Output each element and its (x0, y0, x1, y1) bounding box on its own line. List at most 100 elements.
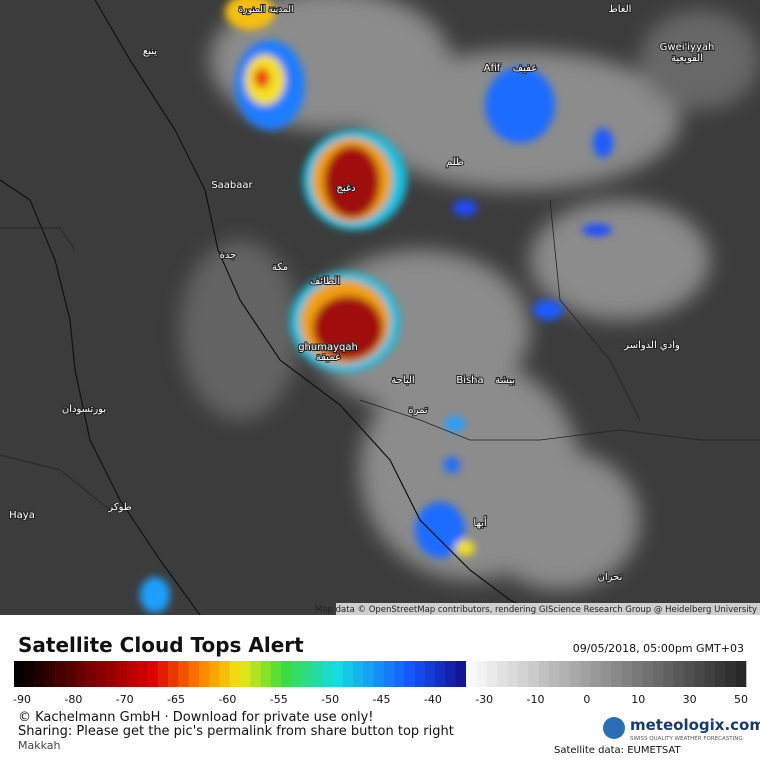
place-label: الغاط (609, 4, 632, 15)
colorbar-tick-label: -50 (321, 693, 339, 706)
title: Satellite Cloud Tops Alert (18, 633, 304, 657)
colorbar-swatch (642, 661, 653, 687)
colorbar-swatch (137, 661, 148, 687)
sharing-note: Sharing: Please get the pic's permalink … (18, 724, 454, 739)
colorbar-swatch (652, 661, 664, 687)
colorbar-swatch (497, 661, 508, 687)
colorbar-swatch (85, 661, 97, 687)
colorbar-swatch (517, 661, 529, 687)
place-label: نجران (598, 572, 623, 583)
colorbar-swatch (559, 661, 571, 687)
colorbar-tick-label: 0 (583, 693, 590, 706)
colorbar-swatch (65, 661, 76, 687)
colorbar-swatch (404, 661, 415, 687)
place-label: ghumayqah (298, 342, 358, 353)
colorbar-swatch (725, 661, 736, 687)
colorbar-swatch (621, 661, 633, 687)
colorbar-swatch (229, 661, 241, 687)
colorbar-swatch (147, 661, 159, 687)
place-label: ظلم (446, 157, 464, 168)
colorbar-swatch (486, 661, 498, 687)
colorbar: -90 -80 -70 -65 -60 -55 -50 -45 -40 -30 -10 0 10 30 50 (13, 661, 748, 706)
colorbar-swatch (168, 661, 179, 687)
colorbar-swatch (240, 661, 251, 687)
colorbar-swatch (569, 661, 581, 687)
colorbar-swatch (663, 661, 674, 687)
colorbar-swatch (270, 661, 282, 687)
colorbar-swatch (600, 661, 612, 687)
colorbar-swatch (209, 661, 220, 687)
colorbar-swatch (198, 661, 210, 687)
colorbar-swatch (219, 661, 231, 687)
colorbar-swatch (548, 661, 560, 687)
colorbar-swatch (631, 661, 643, 687)
region: Makkah (18, 739, 61, 752)
colorbar-swatch (178, 661, 189, 687)
colorbar-tick-label: 10 (631, 693, 645, 706)
colorbar-tick-label: -65 (167, 693, 185, 706)
colorbar-swatch (466, 661, 477, 687)
colorbar-swatch (363, 661, 374, 687)
colorbar-swatch (590, 661, 602, 687)
colorbar-swatch (611, 661, 622, 687)
place-label: أبها (473, 516, 486, 529)
place-label: وادي الدواسر (623, 340, 680, 351)
colorbar-swatch (116, 661, 128, 687)
colorbar-swatch (44, 661, 56, 687)
colorbar-swatch (250, 661, 261, 687)
colorbar-swatch (75, 661, 87, 687)
colorbar-swatch (260, 661, 272, 687)
place-label: ينبع (143, 46, 157, 57)
colorbar-tick-label: -30 (475, 693, 493, 706)
place-label: القويعية (671, 53, 703, 64)
satellite-map: المدينة المنورة ينبع Saabaar جدة مكة الط… (0, 0, 760, 616)
colorbar-tick-label: -55 (270, 693, 288, 706)
colorbar-swatch (188, 661, 200, 687)
colorbar-swatch (281, 661, 292, 687)
place-label: Gwei'iyyah (660, 42, 715, 53)
place-label: غميقة (316, 352, 340, 363)
colorbar-swatch (14, 661, 25, 687)
brand-logo (603, 717, 625, 739)
attribution: Map data © OpenStreetMap contributors, r… (315, 605, 757, 615)
colorbar-swatch (683, 661, 695, 687)
colorbar-swatch (507, 661, 519, 687)
data-source: Satellite data: EUMETSAT (554, 745, 681, 756)
colorbar-tick-label: -90 (13, 693, 31, 706)
place-label: المدينة المنورة (239, 5, 294, 15)
place-label: جدة (220, 250, 237, 261)
colorbar-swatch (694, 661, 705, 687)
place-label: الباحة (391, 375, 414, 386)
colorbar-swatch (322, 661, 333, 687)
copyright: © Kachelmann GmbH · Download for private… (18, 710, 374, 725)
colorbar-swatch (714, 661, 726, 687)
colorbar-swatch (383, 661, 395, 687)
colorbar-tick-label: 30 (683, 693, 697, 706)
colorbar-tick-label: 50 (734, 693, 748, 706)
colorbar-swatch (291, 661, 302, 687)
colorbar-swatch (342, 661, 354, 687)
colorbar-swatch (435, 661, 446, 687)
colorbar-tick-label: -80 (64, 693, 82, 706)
place-label: تمرة (408, 405, 428, 416)
colorbar-swatch (394, 661, 405, 687)
colorbar-swatch (424, 661, 436, 687)
colorbar-swatch (55, 661, 66, 687)
colorbar-tick-label: -45 (373, 693, 391, 706)
colorbar-swatch (528, 661, 539, 687)
colorbar-swatch (34, 661, 46, 687)
colorbar-swatch (24, 661, 35, 687)
colorbar-swatch (673, 661, 685, 687)
place-label: طوكر (107, 502, 131, 513)
place-label: دغبج (336, 183, 355, 194)
colorbar-tick-label: -40 (424, 693, 442, 706)
colorbar-swatch (445, 661, 457, 687)
colorbar-swatch (353, 661, 364, 687)
colorbar-swatch (106, 661, 118, 687)
colorbar-swatch (311, 661, 323, 687)
colorbar-swatch (332, 661, 344, 687)
colorbar-swatch (373, 661, 385, 687)
colorbar-swatch (96, 661, 107, 687)
